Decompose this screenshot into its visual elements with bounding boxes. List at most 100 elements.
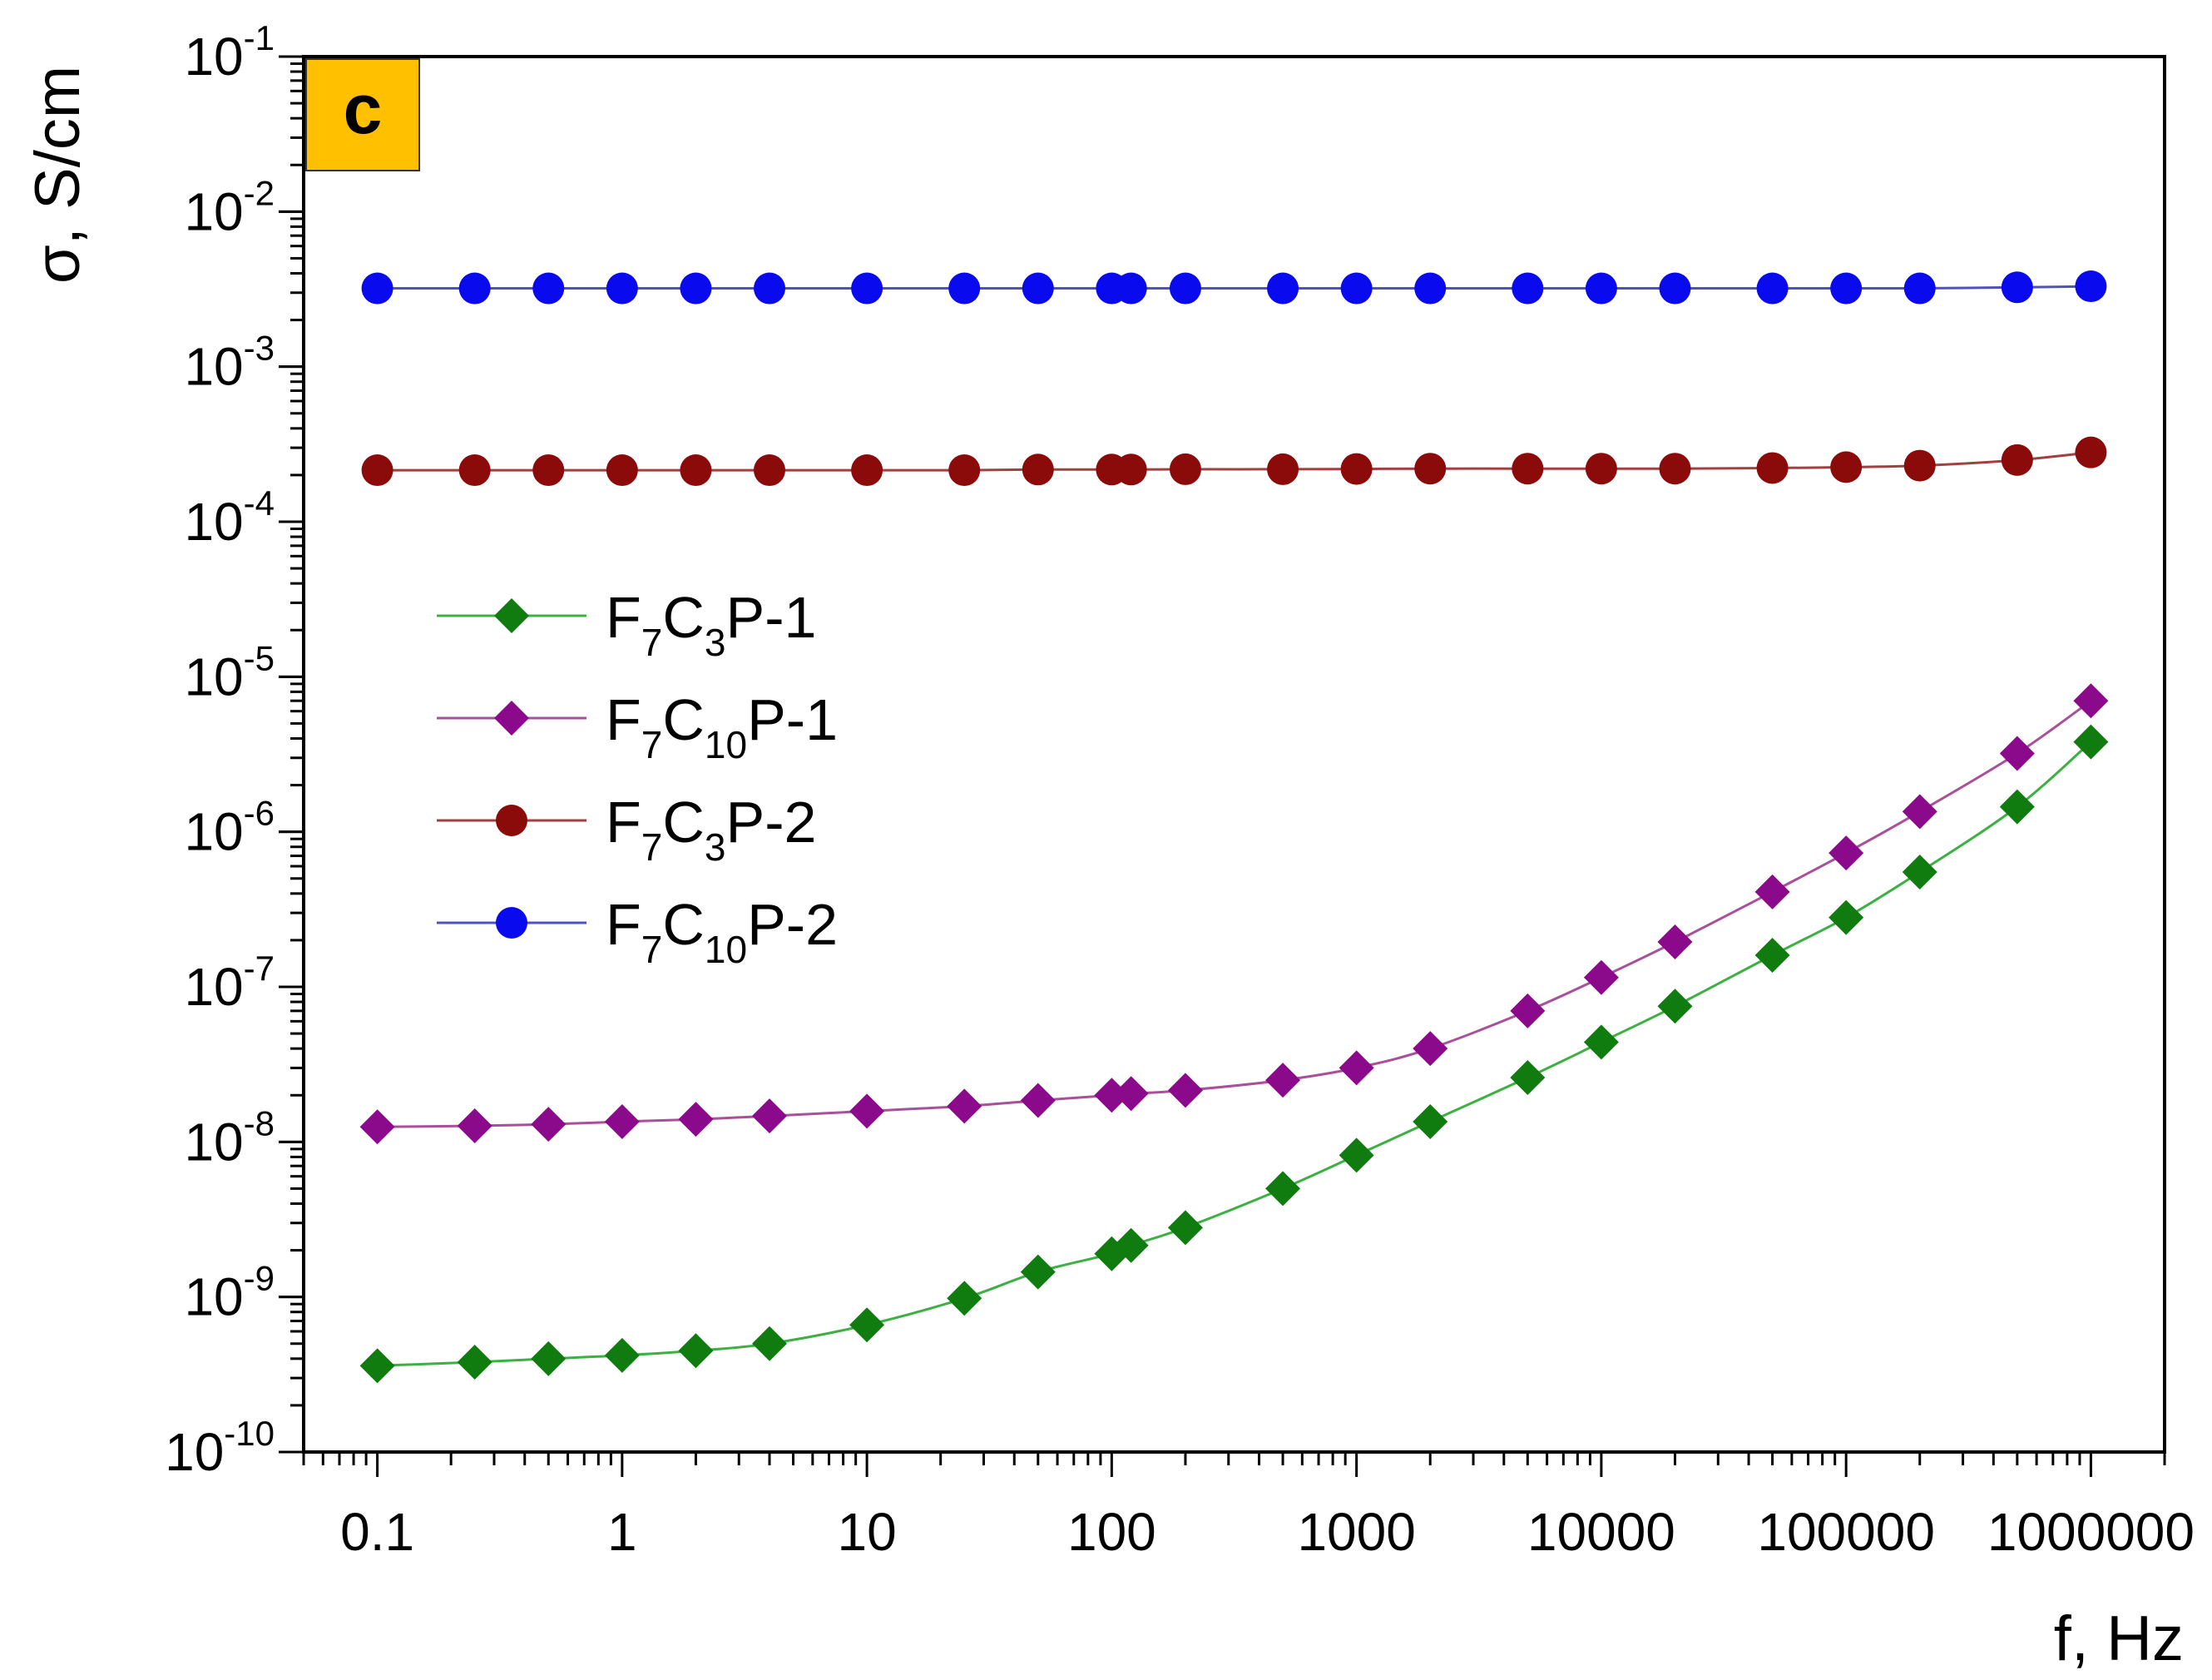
legend-marker [496,907,527,939]
legend-label: F7C3P-2 [606,790,816,869]
legend-label: F7C10P-2 [606,892,838,971]
data-point [754,272,786,305]
data-point [1583,959,1619,995]
data-point [1830,272,1863,305]
series-F7C10P-2 [361,270,2107,305]
data-point [1267,453,1299,485]
data-point [604,1104,640,1140]
y-tick-label: 10-4 [184,483,275,552]
legend-item: F7C3P-2 [437,790,816,869]
data-point [1828,835,1864,871]
data-point [1413,1031,1448,1067]
data-point [1022,453,1054,486]
plot-frame [302,55,2166,1454]
data-point [680,272,712,305]
x-tick-label: 1000000 [1987,1502,2195,1562]
y-tick-label: 10-8 [184,1103,275,1172]
panel-label: c [344,70,383,148]
data-point [1115,453,1147,486]
y-tick-label: 10-1 [184,18,275,87]
data-point [754,454,786,487]
x-tick-label: 1 [607,1502,637,1562]
x-tick-label: 100 [1067,1502,1156,1562]
y-axis-title: σ, S/cm [22,66,93,284]
data-point [1756,452,1789,484]
data-point [1903,272,1936,305]
data-point [2001,271,2033,304]
data-point [1020,1083,1056,1118]
data-point [2073,724,2109,760]
data-point [1340,453,1373,485]
data-point [851,272,883,305]
data-point [458,454,491,487]
data-point [1657,924,1693,959]
data-point [752,1098,788,1134]
data-point [531,1107,567,1142]
data-point [1756,272,1789,305]
y-tick-label: 10-2 [184,173,275,241]
data-point [458,272,491,305]
legend-marker [494,701,529,736]
data-point [1585,453,1617,485]
legend-label: F7C10P-1 [606,687,838,766]
data-point [604,1337,640,1373]
data-point [457,1108,492,1143]
data-point [1585,272,1617,305]
data-point [606,272,638,305]
legend: F7C3P-1 F7C10P-1 F7C3P-2 F7C10P-2 [437,585,838,971]
x-tick-label: 10000 [1527,1502,1675,1562]
data-point [1903,449,1936,482]
series-layer [359,270,2109,1384]
data-point [1830,451,1863,483]
data-point [849,1307,885,1343]
data-point [1828,899,1864,935]
data-point [1265,1063,1301,1098]
data-point [1414,272,1447,305]
data-point [678,1102,714,1137]
data-point [1113,1227,1149,1263]
data-point [1339,1050,1374,1086]
legend-item: F7C10P-2 [437,892,838,971]
data-point [678,1333,714,1369]
data-point [2075,436,2107,468]
data-point [1902,855,1937,890]
data-point [1754,874,1790,909]
data-point [1413,1104,1448,1140]
y-tick-label: 10-9 [184,1259,275,1327]
legend-marker [496,805,527,836]
data-point [359,1109,395,1145]
legend-label: F7C3P-1 [606,585,816,664]
data-point [1754,937,1790,973]
legend-item: F7C3P-1 [437,585,816,664]
data-point [361,454,393,487]
labels-layer: 0.1 1 10 100 1000 10000 100000 1000000 10-10 10-9… [165,18,2195,1562]
series-F7C10P-1 [359,683,2109,1145]
legend-marker [494,598,529,633]
x-tick-label: 10 [838,1502,897,1562]
ticks-layer [279,55,2166,1477]
data-point [1169,272,1201,305]
data-point [752,1326,788,1361]
data-point [1115,272,1147,305]
data-point [1020,1254,1056,1290]
data-point [1094,1078,1130,1113]
data-point [1113,1076,1149,1112]
series-F7C3P-2 [361,436,2107,487]
x-tick-label: 1000 [1297,1502,1415,1562]
data-point [1512,272,1544,305]
data-point [1167,1073,1203,1108]
x-axis-title: f, Hz [2054,1603,2184,1674]
data-point [1659,453,1691,485]
data-point [361,272,393,305]
data-point [1339,1137,1374,1173]
data-point [851,454,883,487]
data-point [1999,736,2035,771]
data-point [1510,1060,1546,1096]
data-point [2073,683,2109,719]
data-point [947,1281,982,1316]
data-point [1902,794,1937,830]
y-tick-label: 10-6 [184,794,275,862]
data-point [1414,453,1447,485]
legend-item: F7C10P-1 [437,687,838,766]
